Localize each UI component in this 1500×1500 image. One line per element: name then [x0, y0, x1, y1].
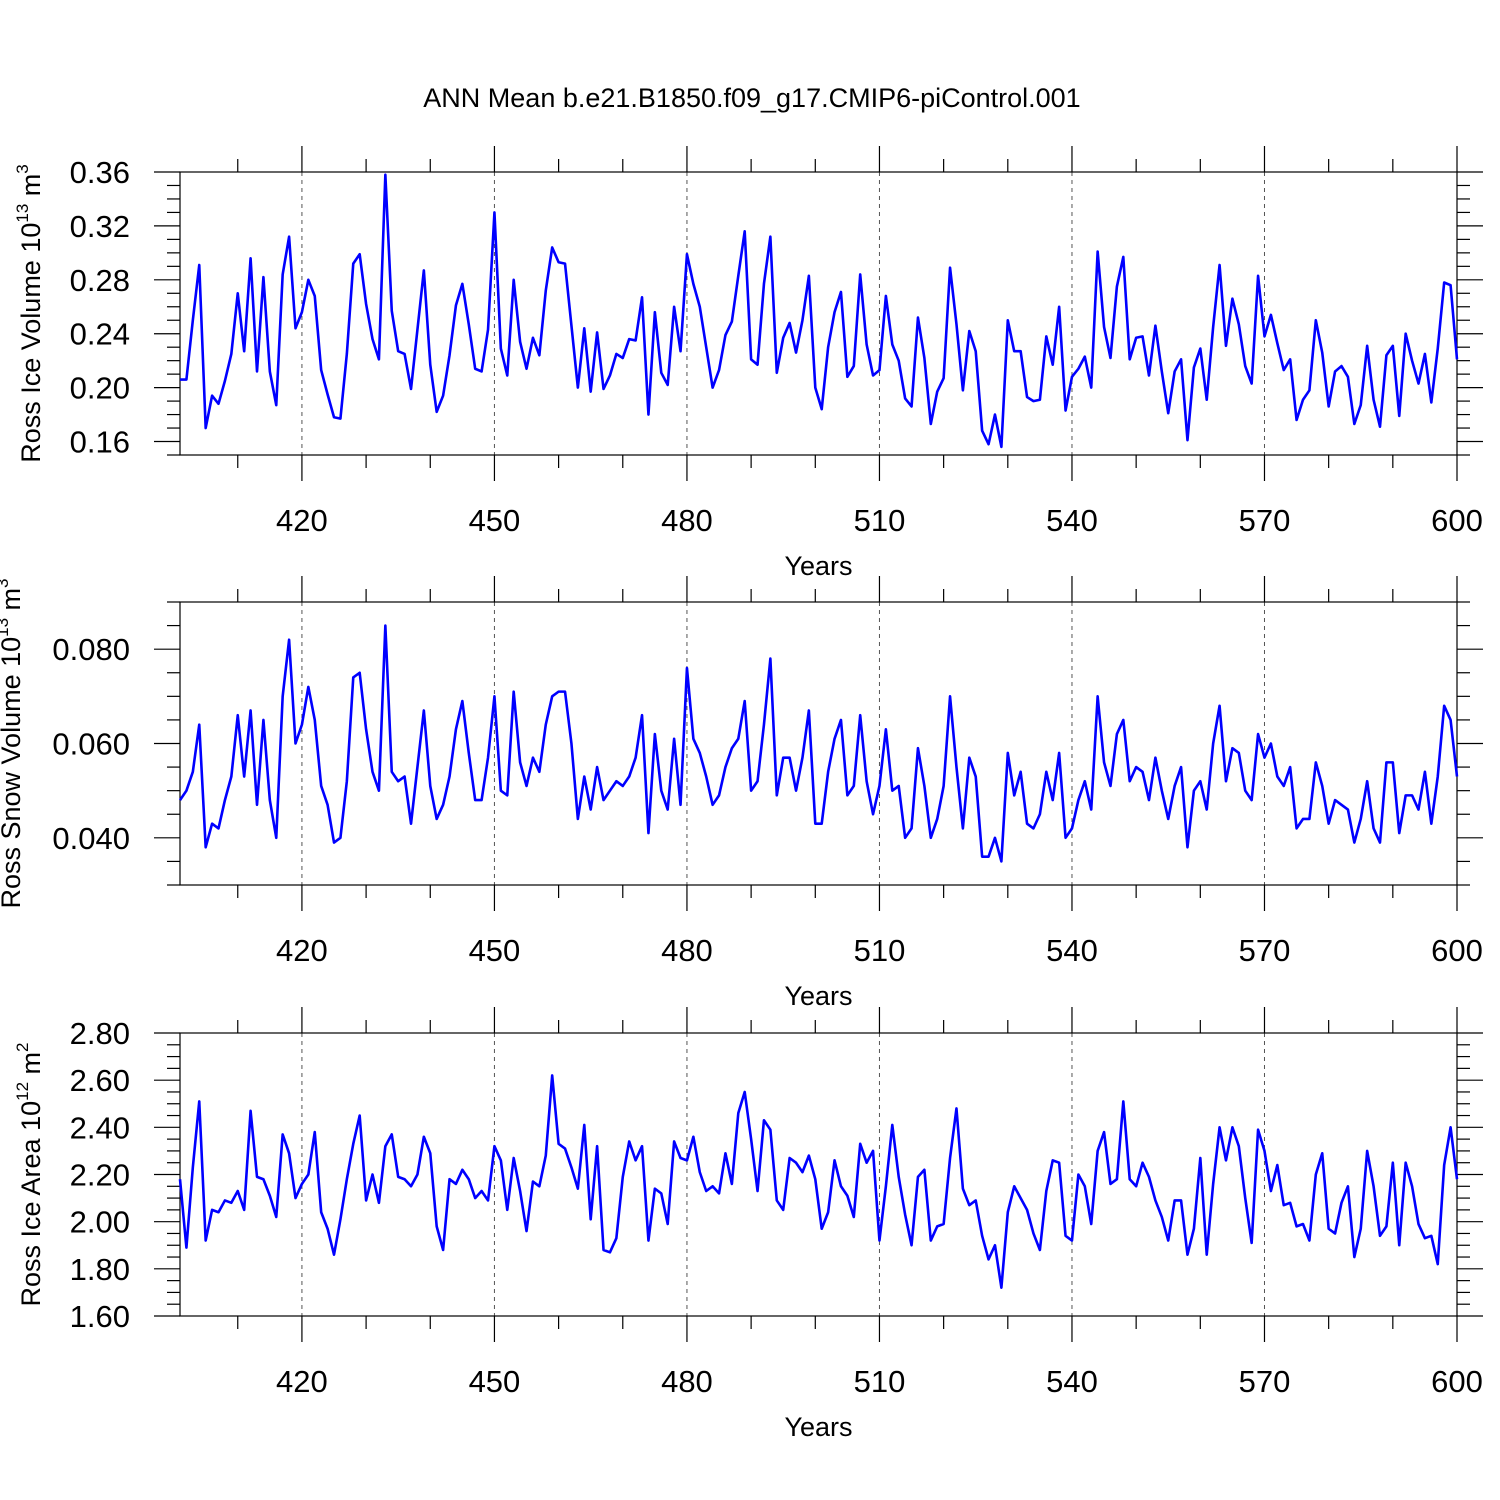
x-tick-label: 540 [1046, 933, 1098, 968]
y-tick-label: 2.00 [70, 1205, 130, 1240]
y-tick-label: 0.24 [70, 317, 130, 352]
x-axis-label: Years [784, 551, 852, 581]
y-tick-label: 0.20 [70, 371, 130, 406]
panel-1: 0.16 0.20 0.24 0.28 0.32 0.36 420 450 480 510 540 5… [13, 146, 1483, 581]
y-tick-label: 0.28 [70, 263, 130, 298]
x-tick-label: 450 [469, 1364, 521, 1399]
y-axis-label: Ross Snow Volume 1013 m3 [0, 578, 26, 908]
x-tick-label: 480 [661, 503, 713, 538]
x-tick-label: 510 [854, 503, 906, 538]
series-line [180, 173, 1459, 449]
y-tick-label: 0.32 [70, 209, 130, 244]
y-axis-label: Ross Ice Area 1012 m2 [13, 1042, 46, 1306]
y-tick-label: 0.040 [52, 821, 130, 856]
x-tick-label: 450 [469, 503, 521, 538]
x-tick-label: 570 [1239, 933, 1291, 968]
y-tick-label: 2.60 [70, 1063, 130, 1098]
y-tick-label: 1.60 [70, 1299, 130, 1334]
x-tick-label: 420 [276, 1364, 328, 1399]
y-tick-label: 2.40 [70, 1110, 130, 1145]
x-axis-label: Years [784, 981, 852, 1011]
figure-title: ANN Mean b.e21.B1850.f09_g17.CMIP6-piCon… [423, 83, 1080, 113]
x-axis-label: Years [784, 1412, 852, 1442]
series-line [178, 624, 1459, 863]
series-line [178, 1074, 1459, 1289]
x-tick-label: 510 [854, 1364, 906, 1399]
x-tick-label: 450 [469, 933, 521, 968]
y-tick-label: 2.20 [70, 1158, 130, 1193]
x-tick-label: 570 [1239, 1364, 1291, 1399]
y-tick-label: 1.80 [70, 1252, 130, 1287]
panel-2: 0.040 0.060 0.080 420 450 480 510 540 570 600 Year… [0, 576, 1483, 1011]
x-tick-label: 600 [1431, 1364, 1483, 1399]
x-tick-label: 570 [1239, 503, 1291, 538]
x-tick-label: 420 [276, 933, 328, 968]
x-tick-label: 600 [1431, 503, 1483, 538]
y-tick-label: 2.80 [70, 1016, 130, 1051]
y-tick-label: 0.36 [70, 155, 130, 190]
x-tick-label: 420 [276, 503, 328, 538]
x-tick-label: 480 [661, 933, 713, 968]
y-tick-label: 0.060 [52, 727, 130, 762]
x-tick-label: 600 [1431, 933, 1483, 968]
plot-frame [179, 601, 1458, 886]
x-tick-label: 540 [1046, 1364, 1098, 1399]
x-tick-label: 480 [661, 1364, 713, 1399]
y-tick-label: 0.080 [52, 632, 130, 667]
panel-3: 1.60 1.80 2.00 2.20 2.40 2.60 2.80 420 450 480 510… [13, 1007, 1483, 1442]
y-tick-label: 0.16 [70, 425, 130, 460]
y-axis-label: Ross Ice Volume 1013 m3 [13, 164, 46, 463]
x-tick-label: 540 [1046, 503, 1098, 538]
x-tick-label: 510 [854, 933, 906, 968]
plot-frame [179, 171, 1458, 456]
